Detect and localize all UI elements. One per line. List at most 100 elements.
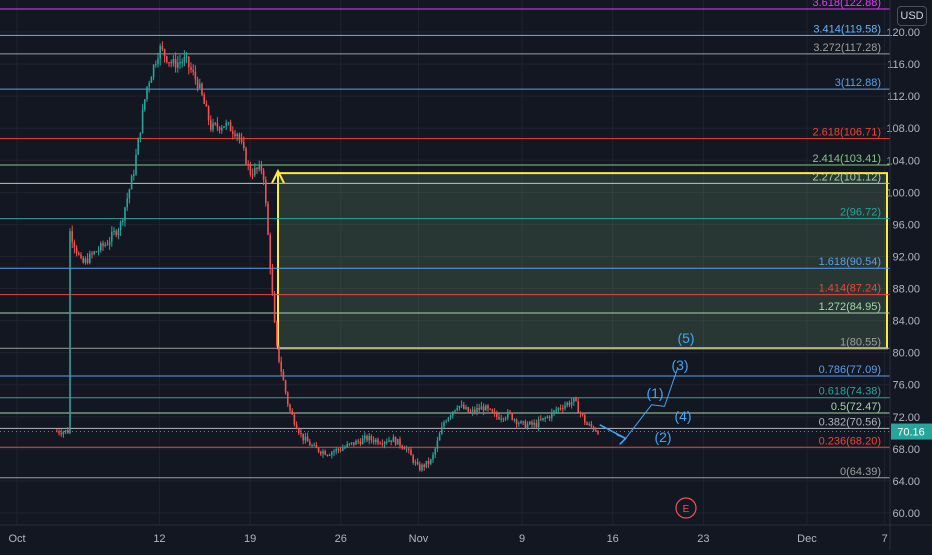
candle-body <box>342 448 344 451</box>
candle-body <box>577 401 579 413</box>
wave-arrow-head <box>616 433 627 445</box>
candle-body <box>427 460 430 464</box>
candle-body <box>133 174 135 177</box>
candle-body <box>205 103 208 107</box>
candle-body <box>69 231 71 434</box>
candle-body <box>269 234 271 270</box>
candle-body <box>412 455 414 463</box>
y-tick-label: 84.00 <box>892 316 920 328</box>
candle-body <box>555 410 557 412</box>
candle-body <box>421 464 423 471</box>
fib-level-label: 3.414(119.58) <box>813 23 881 35</box>
candle-body <box>498 416 500 420</box>
x-tick-label: 7 <box>882 533 888 545</box>
candle-body <box>531 421 533 425</box>
candle-body <box>146 86 148 100</box>
candle-body <box>491 409 494 412</box>
candle-body <box>117 230 120 236</box>
candle-body <box>273 293 276 323</box>
candle-body <box>203 94 205 104</box>
candle-body <box>141 109 144 133</box>
candle-body <box>152 64 155 78</box>
candle-body <box>119 222 122 231</box>
x-tick-label: 19 <box>244 533 256 545</box>
candle-body <box>445 421 447 423</box>
candle-body <box>86 258 89 264</box>
candle-body <box>493 411 496 414</box>
x-tick-label: 23 <box>697 533 709 545</box>
candle-body <box>148 82 150 87</box>
candle-body <box>353 442 355 445</box>
candle-body <box>260 164 263 171</box>
candle-body <box>322 451 324 454</box>
fib-level-label: 1(80.55) <box>840 336 881 348</box>
candle-body <box>359 441 362 445</box>
candle-body <box>115 231 117 236</box>
candle-body <box>390 440 392 443</box>
candle-body <box>443 422 445 427</box>
candle-body <box>108 241 111 245</box>
wave-label: (2) <box>654 429 671 445</box>
candle-body <box>500 418 502 420</box>
candle-body <box>331 452 333 455</box>
candle-body <box>194 71 197 80</box>
candle-body <box>364 435 366 439</box>
fib-level-label: 2.272(101.12) <box>813 171 882 183</box>
candle-body <box>216 123 219 128</box>
candle-body <box>348 443 351 445</box>
candle-body <box>480 406 483 410</box>
candle-body <box>489 408 491 410</box>
candle-body <box>430 459 432 464</box>
y-tick-label: 116.00 <box>887 59 920 71</box>
candle-body <box>104 244 106 246</box>
candle-body <box>564 405 566 409</box>
candle-body <box>64 430 67 432</box>
candle-body <box>537 419 540 427</box>
candle-body <box>399 438 401 446</box>
fib-level-label: 3(112.88) <box>835 77 881 89</box>
candle-body <box>388 440 390 442</box>
candle-body <box>166 56 168 63</box>
candle-body <box>276 322 278 346</box>
candle-body <box>256 167 258 170</box>
candle-body <box>526 424 529 428</box>
candle-body <box>249 164 252 175</box>
candle-body <box>225 122 227 127</box>
candle-body <box>82 257 84 263</box>
candle-body <box>60 433 62 435</box>
candle-body <box>551 412 553 419</box>
candle-body <box>375 439 377 443</box>
target-zone-box <box>277 172 888 350</box>
candle-body <box>177 62 179 68</box>
candle-body <box>434 448 436 455</box>
currency-badge[interactable]: USD <box>897 6 927 26</box>
candle-body <box>482 406 485 411</box>
candle-body <box>227 122 230 124</box>
candle-body <box>271 269 274 294</box>
wave-label: (1) <box>646 385 663 401</box>
candle-body <box>73 242 76 248</box>
event-marker-circle <box>675 497 697 519</box>
candle-body <box>414 462 417 464</box>
candle-body <box>586 422 588 425</box>
x-tick-label: 9 <box>519 533 525 545</box>
candle-body <box>280 361 282 372</box>
candle-body <box>95 251 98 253</box>
candle-body <box>62 431 65 435</box>
candle-body <box>214 123 216 125</box>
candle-body <box>344 447 346 449</box>
candle-body <box>302 433 304 441</box>
event-marker-label: E <box>683 504 690 515</box>
candle-body <box>381 443 384 445</box>
wave-label: (3) <box>671 357 688 373</box>
candle-body <box>357 440 359 442</box>
candle-body <box>463 404 465 409</box>
candle-body <box>548 416 551 419</box>
candle-body <box>335 449 337 452</box>
x-tick-label: Dec <box>797 533 817 545</box>
candle-body <box>471 409 474 412</box>
candle-body <box>267 203 269 235</box>
candle-body <box>320 451 322 454</box>
